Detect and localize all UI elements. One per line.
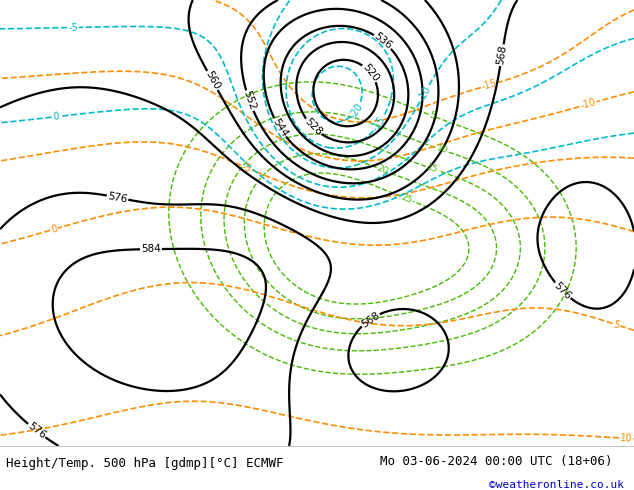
Text: 20: 20 [376, 164, 390, 176]
Text: -15: -15 [370, 114, 387, 133]
Text: 528: 528 [302, 117, 323, 138]
Text: 576: 576 [25, 421, 48, 441]
Text: 568: 568 [359, 310, 381, 329]
Text: 536: 536 [372, 31, 394, 51]
Text: -10: -10 [416, 85, 432, 103]
Text: 544: 544 [270, 117, 289, 139]
Text: 584: 584 [141, 244, 161, 254]
Text: 576: 576 [552, 280, 573, 301]
Text: 568: 568 [495, 45, 508, 66]
Text: -15: -15 [481, 78, 498, 92]
Text: ©weatheronline.co.uk: ©weatheronline.co.uk [489, 480, 624, 490]
Text: -20: -20 [348, 101, 365, 120]
Text: 15: 15 [425, 163, 439, 175]
Text: 560: 560 [204, 70, 222, 92]
Text: -10: -10 [579, 97, 597, 111]
Text: -5: -5 [240, 161, 253, 174]
Text: 0: 0 [52, 111, 59, 122]
Text: 5: 5 [612, 319, 621, 330]
Text: 520: 520 [360, 62, 380, 84]
Text: 25: 25 [400, 193, 414, 205]
Text: -5: -5 [68, 23, 78, 32]
Text: Height/Temp. 500 hPa [gdmp][°C] ECMWF: Height/Temp. 500 hPa [gdmp][°C] ECMWF [6, 457, 284, 470]
Text: 5: 5 [428, 111, 436, 121]
Text: 10: 10 [435, 144, 449, 156]
Text: 576: 576 [107, 191, 128, 204]
Text: 552: 552 [242, 90, 257, 112]
Text: 0: 0 [49, 223, 58, 235]
Text: Mo 03-06-2024 00:00 UTC (18+06): Mo 03-06-2024 00:00 UTC (18+06) [380, 455, 613, 468]
Text: 10: 10 [619, 433, 633, 444]
